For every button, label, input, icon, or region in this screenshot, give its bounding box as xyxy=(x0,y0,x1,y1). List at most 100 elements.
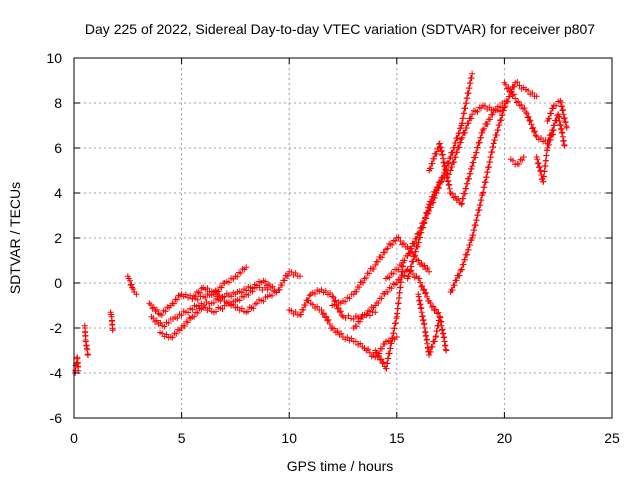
data-point xyxy=(427,348,434,355)
data-point xyxy=(379,254,386,261)
grid xyxy=(74,58,612,418)
data-point xyxy=(431,338,438,345)
data-point xyxy=(173,296,180,303)
data-point xyxy=(390,270,397,277)
data-point xyxy=(264,286,271,293)
data-point xyxy=(434,310,441,317)
data-point xyxy=(423,289,430,296)
data-point xyxy=(524,114,531,121)
x-tick-label: 15 xyxy=(389,430,405,446)
data-point xyxy=(322,314,329,321)
data-point xyxy=(422,290,429,297)
data-point xyxy=(460,195,467,202)
data-point xyxy=(189,306,196,313)
data-point xyxy=(417,279,424,286)
data-point xyxy=(398,273,405,280)
data-point xyxy=(467,170,474,177)
series-s3 xyxy=(107,309,116,334)
data-point xyxy=(525,87,532,94)
data-point xyxy=(234,273,241,280)
data-point xyxy=(420,224,427,231)
series-s2 xyxy=(81,322,91,358)
data-point xyxy=(398,262,405,269)
series-s21 xyxy=(533,127,557,185)
data-point xyxy=(372,262,379,268)
data-point xyxy=(527,117,534,124)
data-point xyxy=(333,302,340,309)
data-point xyxy=(219,305,226,312)
data-point xyxy=(325,316,332,323)
series-s13 xyxy=(372,259,407,372)
data-point xyxy=(561,142,568,149)
data-point xyxy=(472,222,479,229)
data-point xyxy=(372,309,379,316)
data-point xyxy=(474,212,481,219)
data-point xyxy=(169,334,176,341)
data-point xyxy=(548,110,555,117)
y-axis-label: SDTVAR / TECUs xyxy=(7,182,23,294)
data-point xyxy=(426,268,433,275)
data-point xyxy=(463,125,470,132)
data-point xyxy=(184,319,191,326)
data-point xyxy=(250,305,257,312)
data-point xyxy=(225,299,232,306)
data-point xyxy=(536,163,543,170)
data-point xyxy=(398,279,405,286)
data-point xyxy=(377,356,384,363)
series-s7 xyxy=(157,284,271,341)
data-point xyxy=(542,162,549,169)
data-point xyxy=(374,353,381,360)
data-point xyxy=(337,308,344,315)
data-point xyxy=(401,272,408,279)
data-point xyxy=(210,299,217,306)
data-point xyxy=(546,141,553,148)
x-tick-label: 0 xyxy=(70,430,78,446)
data-point xyxy=(410,258,417,265)
data-point xyxy=(150,315,157,322)
data-point xyxy=(519,157,526,164)
data-point xyxy=(384,288,391,295)
data-point xyxy=(425,204,432,211)
data-point xyxy=(512,95,519,102)
data-point xyxy=(253,300,260,307)
data-point xyxy=(158,312,165,319)
data-point xyxy=(380,359,387,366)
series-s4 xyxy=(124,273,140,298)
data-point xyxy=(150,304,157,311)
data-point xyxy=(547,136,554,143)
data-point xyxy=(170,300,177,307)
data-point xyxy=(225,279,232,286)
data-point xyxy=(388,285,395,292)
data-point xyxy=(386,274,393,281)
y-tick-label: 0 xyxy=(54,275,62,291)
data-point xyxy=(191,313,198,320)
data-point xyxy=(433,327,440,334)
data-point xyxy=(427,299,434,306)
data-point xyxy=(401,257,408,264)
data-point xyxy=(447,190,454,196)
data-point xyxy=(431,155,438,162)
data-point xyxy=(178,312,185,319)
data-point xyxy=(133,291,140,298)
data-point xyxy=(561,115,568,122)
data-point xyxy=(332,297,339,304)
data-point xyxy=(326,321,333,327)
data-point xyxy=(416,275,423,282)
data-point xyxy=(476,207,483,214)
data-point xyxy=(329,293,336,300)
data-point xyxy=(489,111,496,118)
data-point xyxy=(445,160,452,167)
data-point xyxy=(468,115,475,122)
data-point xyxy=(256,284,263,291)
data-point xyxy=(373,349,380,356)
data-point xyxy=(174,315,181,322)
data-point xyxy=(476,139,483,146)
data-point xyxy=(529,89,536,96)
data-point xyxy=(454,149,461,156)
data-point xyxy=(520,154,527,160)
data-point xyxy=(353,323,360,330)
data-point xyxy=(452,154,459,161)
data-point xyxy=(327,290,334,297)
x-axis-label: GPS time / hours xyxy=(287,458,394,474)
